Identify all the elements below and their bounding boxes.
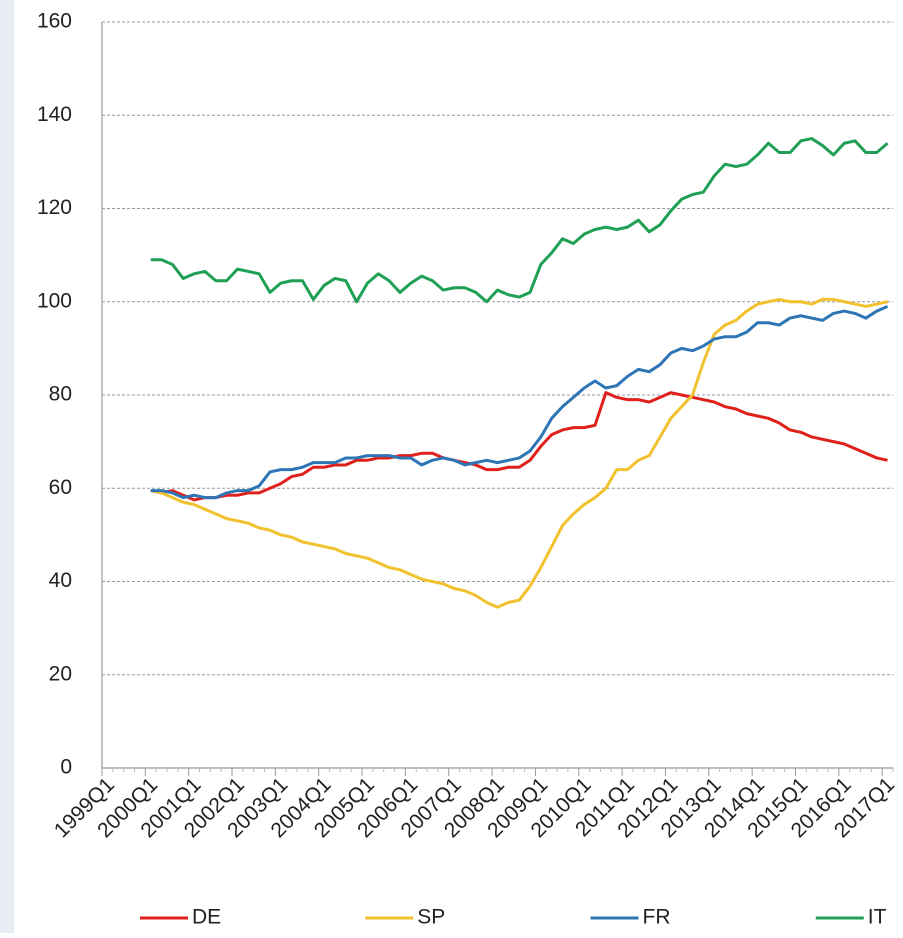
- y-tick-label: 160: [37, 10, 72, 33]
- y-tick-label: 100: [37, 289, 72, 312]
- series-line: [150, 137, 889, 304]
- y-tick-label: 120: [37, 196, 72, 219]
- legend-label: SP: [417, 906, 445, 929]
- y-tick-label: 20: [49, 662, 72, 685]
- y-tick-label: 0: [60, 756, 72, 779]
- y-tick-label: 80: [49, 383, 72, 406]
- left-margin: [0, 0, 14, 933]
- y-tick-label: 40: [49, 569, 72, 592]
- series-line: [150, 297, 888, 609]
- y-tick-label: 60: [49, 476, 72, 499]
- series-line: [150, 305, 889, 500]
- y-tick-label: 140: [37, 103, 72, 126]
- legend-label: DE: [192, 906, 221, 929]
- legend-label: FR: [643, 906, 671, 929]
- series-line: [150, 391, 888, 502]
- legend-label: IT: [868, 906, 887, 929]
